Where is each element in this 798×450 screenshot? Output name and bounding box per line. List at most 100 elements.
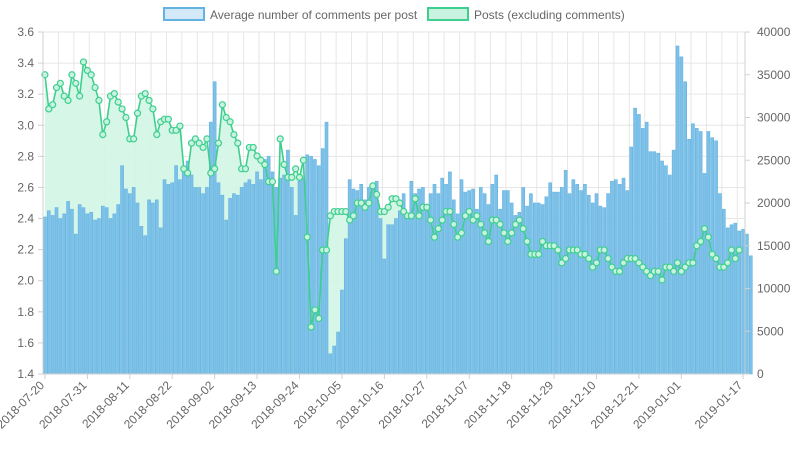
posts-point[interactable]: [83, 66, 91, 75]
comments-bar[interactable]: [529, 193, 533, 375]
posts-point[interactable]: [504, 237, 512, 246]
posts-point[interactable]: [658, 276, 666, 284]
posts-point[interactable]: [496, 220, 504, 228]
comments-bar[interactable]: [340, 289, 344, 375]
comments-bar[interactable]: [297, 180, 302, 375]
posts-point[interactable]: [118, 105, 126, 113]
posts-point[interactable]: [326, 212, 334, 220]
posts-point[interactable]: [523, 237, 531, 246]
posts-point[interactable]: [261, 160, 269, 169]
posts-point[interactable]: [99, 131, 107, 139]
comments-bar[interactable]: [54, 207, 59, 375]
comments-bar[interactable]: [621, 177, 626, 375]
posts-point[interactable]: [585, 254, 593, 263]
comments-bar[interactable]: [405, 213, 410, 375]
posts-point[interactable]: [562, 254, 570, 263]
comments-bar[interactable]: [544, 196, 549, 375]
comments-bar[interactable]: [606, 193, 610, 375]
comments-bar[interactable]: [718, 193, 722, 375]
posts-point[interactable]: [164, 115, 172, 123]
comments-bar[interactable]: [197, 187, 202, 375]
posts-point[interactable]: [199, 143, 207, 152]
comments-bar[interactable]: [58, 218, 63, 375]
comments-bar[interactable]: [343, 238, 348, 375]
comments-bar[interactable]: [521, 187, 526, 375]
comments-bar[interactable]: [567, 193, 572, 375]
comments-bar[interactable]: [313, 159, 317, 375]
posts-point[interactable]: [500, 229, 508, 237]
posts-point[interactable]: [639, 263, 647, 271]
posts-point[interactable]: [187, 139, 196, 147]
posts-point[interactable]: [222, 113, 230, 122]
comments-bar[interactable]: [336, 331, 340, 375]
comments-bar[interactable]: [602, 207, 607, 375]
comments-bar[interactable]: [475, 208, 479, 375]
comments-bar[interactable]: [482, 193, 487, 375]
posts-point[interactable]: [176, 122, 184, 130]
comments-bar[interactable]: [448, 171, 452, 375]
comments-bar[interactable]: [382, 258, 387, 375]
comments-bar[interactable]: [378, 218, 383, 375]
comments-bar[interactable]: [70, 208, 74, 375]
comments-bar[interactable]: [124, 188, 128, 375]
comments-bar[interactable]: [97, 218, 101, 375]
posts-point[interactable]: [434, 225, 442, 233]
comments-bar[interactable]: [212, 81, 217, 375]
posts-point[interactable]: [268, 178, 277, 186]
posts-point[interactable]: [643, 267, 651, 275]
posts-point[interactable]: [720, 263, 728, 271]
comments-bar[interactable]: [559, 187, 564, 375]
posts-point[interactable]: [646, 272, 655, 280]
comments-bar[interactable]: [540, 204, 545, 375]
posts-point[interactable]: [280, 160, 288, 169]
comments-bar[interactable]: [139, 226, 144, 375]
comments-bar[interactable]: [432, 184, 437, 375]
comments-bar[interactable]: [293, 215, 298, 375]
comments-bar[interactable]: [251, 184, 256, 375]
posts-point[interactable]: [600, 246, 608, 254]
comments-bar[interactable]: [316, 165, 321, 375]
comments-bar[interactable]: [151, 202, 155, 375]
comments-bar[interactable]: [301, 177, 306, 375]
comments-bar[interactable]: [266, 156, 271, 375]
comments-bar[interactable]: [108, 218, 113, 375]
posts-point[interactable]: [396, 199, 404, 207]
posts-point[interactable]: [508, 229, 516, 237]
posts-point[interactable]: [180, 165, 188, 173]
posts-point[interactable]: [249, 143, 257, 152]
posts-point[interactable]: [492, 216, 500, 224]
comments-bar[interactable]: [656, 152, 661, 375]
comments-bar[interactable]: [332, 345, 337, 375]
comments-bar[interactable]: [721, 208, 726, 375]
comments-bar[interactable]: [120, 165, 124, 375]
comments-bar[interactable]: [610, 180, 614, 375]
comments-bar[interactable]: [563, 170, 568, 375]
comments-bar[interactable]: [525, 205, 529, 375]
posts-point[interactable]: [581, 250, 589, 258]
posts-point[interactable]: [635, 259, 643, 267]
posts-point[interactable]: [133, 109, 142, 117]
comments-bar[interactable]: [205, 187, 209, 375]
comments-bar[interactable]: [505, 190, 510, 375]
comments-bar[interactable]: [347, 179, 352, 375]
posts-point[interactable]: [681, 263, 689, 271]
comments-bar[interactable]: [613, 179, 618, 375]
comments-bar[interactable]: [282, 174, 286, 375]
comments-bar[interactable]: [667, 174, 672, 375]
posts-point[interactable]: [72, 79, 80, 87]
comments-bar[interactable]: [490, 184, 495, 375]
comments-bar[interactable]: [328, 353, 333, 375]
posts-point[interactable]: [365, 199, 373, 207]
comments-bar[interactable]: [571, 179, 576, 375]
posts-point[interactable]: [697, 237, 705, 246]
comments-bar[interactable]: [170, 182, 175, 375]
comments-bar[interactable]: [158, 227, 163, 375]
posts-point[interactable]: [76, 92, 84, 100]
posts-point[interactable]: [103, 118, 111, 126]
comments-bar[interactable]: [259, 179, 263, 375]
posts-point[interactable]: [481, 229, 489, 237]
posts-point[interactable]: [149, 105, 157, 113]
posts-point[interactable]: [619, 259, 628, 267]
posts-point[interactable]: [616, 267, 624, 275]
posts-point[interactable]: [538, 237, 547, 246]
